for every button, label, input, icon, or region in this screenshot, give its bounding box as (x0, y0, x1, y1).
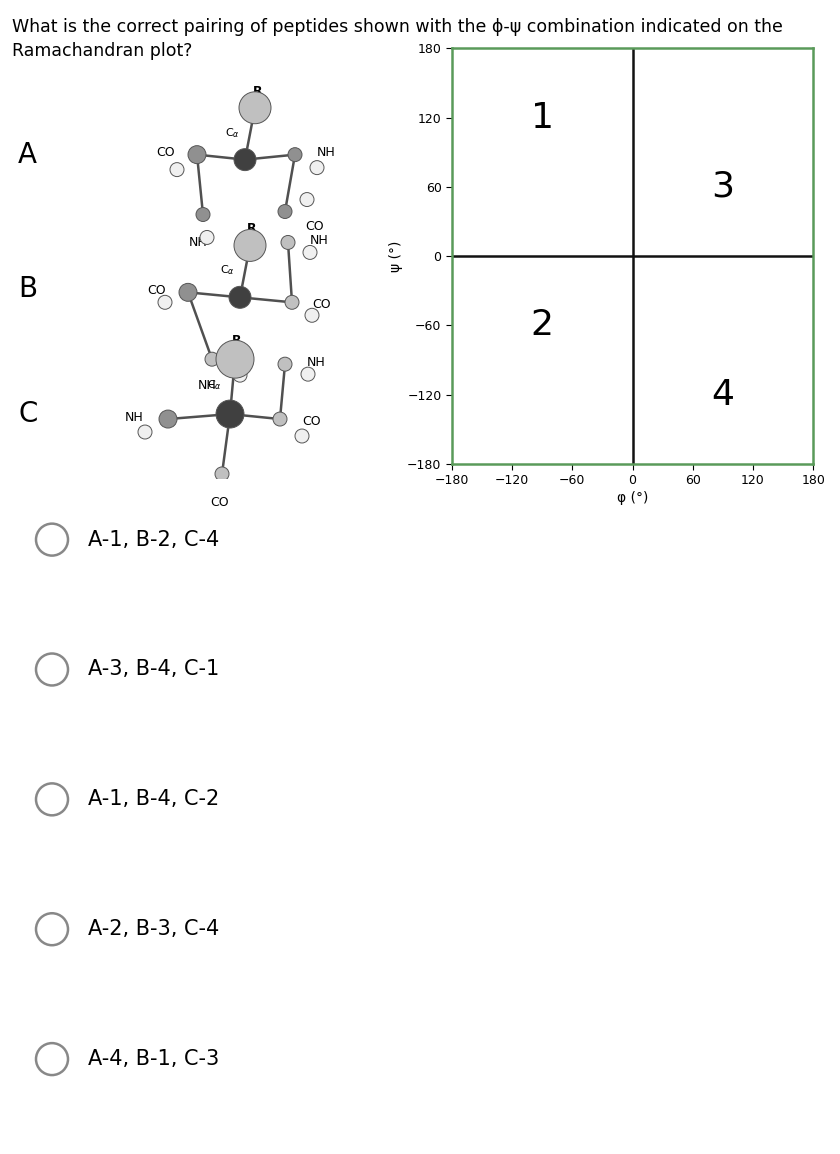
Circle shape (36, 653, 68, 685)
Circle shape (179, 284, 197, 301)
Text: R: R (253, 84, 263, 98)
Circle shape (36, 784, 68, 816)
Text: A-4, B-1, C-3: A-4, B-1, C-3 (88, 1049, 219, 1069)
Text: CO: CO (312, 298, 331, 310)
Text: 4: 4 (711, 377, 734, 412)
Text: A-1, B-2, C-4: A-1, B-2, C-4 (88, 530, 219, 549)
Text: CO: CO (156, 147, 175, 159)
X-axis label: φ (°): φ (°) (617, 492, 648, 505)
Text: NH: NH (310, 234, 328, 247)
Circle shape (301, 367, 315, 381)
Circle shape (285, 295, 299, 309)
Circle shape (205, 352, 219, 366)
Text: NH: NH (307, 355, 326, 368)
Circle shape (188, 145, 206, 164)
Y-axis label: ψ (°): ψ (°) (389, 240, 403, 272)
Text: 3: 3 (711, 170, 734, 204)
Text: CO: CO (211, 496, 229, 509)
Text: 2: 2 (531, 308, 554, 343)
Circle shape (234, 149, 256, 171)
Text: A: A (18, 141, 37, 168)
Circle shape (238, 485, 252, 499)
Text: A-1, B-4, C-2: A-1, B-4, C-2 (88, 789, 219, 809)
Circle shape (278, 358, 292, 372)
Text: NH: NH (317, 147, 336, 159)
Circle shape (273, 412, 287, 426)
Circle shape (36, 913, 68, 945)
Circle shape (216, 400, 244, 428)
Text: C$_\alpha$: C$_\alpha$ (225, 126, 240, 140)
Text: R: R (232, 335, 242, 347)
Circle shape (138, 425, 152, 439)
Text: CO: CO (305, 219, 323, 232)
Circle shape (239, 92, 271, 123)
Text: A-3, B-4, C-1: A-3, B-4, C-1 (88, 659, 219, 680)
Circle shape (305, 308, 319, 322)
Text: C$_\alpha$: C$_\alpha$ (220, 263, 235, 277)
Text: CO: CO (147, 284, 166, 297)
Circle shape (36, 1043, 68, 1076)
Circle shape (233, 368, 247, 382)
Text: NH: NH (197, 380, 217, 392)
Text: C$_\alpha$: C$_\alpha$ (207, 379, 222, 392)
Text: R: R (247, 223, 257, 235)
Circle shape (36, 524, 68, 555)
Circle shape (158, 295, 172, 309)
Text: C: C (18, 400, 37, 428)
Circle shape (300, 193, 314, 207)
Text: CO: CO (302, 414, 321, 427)
Circle shape (281, 235, 295, 249)
Text: NH: NH (125, 411, 144, 424)
Circle shape (215, 467, 229, 481)
Circle shape (234, 230, 266, 262)
Circle shape (216, 340, 254, 379)
Circle shape (295, 429, 309, 443)
Text: What is the correct pairing of peptides shown with the ϕ-ψ combination indicated: What is the correct pairing of peptides … (12, 18, 783, 36)
Circle shape (200, 231, 214, 245)
Text: B: B (18, 276, 37, 304)
Text: Ramachandran plot?: Ramachandran plot? (12, 42, 192, 60)
Circle shape (303, 246, 317, 260)
Text: NH: NH (189, 237, 207, 249)
Circle shape (159, 410, 177, 428)
Text: A-2, B-3, C-4: A-2, B-3, C-4 (88, 920, 219, 939)
Circle shape (310, 160, 324, 174)
Circle shape (278, 204, 292, 218)
Circle shape (288, 148, 302, 162)
Circle shape (196, 208, 210, 222)
Text: 1: 1 (531, 100, 554, 135)
Circle shape (229, 286, 251, 308)
Circle shape (170, 163, 184, 177)
